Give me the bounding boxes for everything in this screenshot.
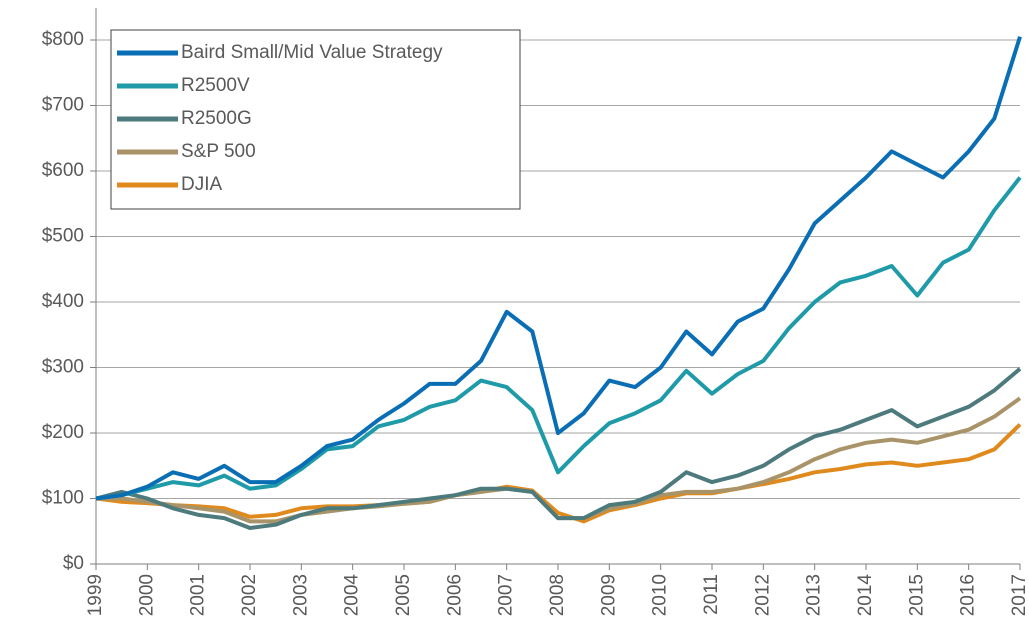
series-line <box>95 176 1022 501</box>
x-tick-label: 2015 <box>906 574 927 616</box>
legend-label: Baird Small/Mid Value Strategy <box>181 42 443 63</box>
x-tick-label: 2007 <box>496 574 517 616</box>
series-line <box>95 36 1022 501</box>
legend-box <box>110 29 521 210</box>
y-tick-label: $0 <box>63 553 84 574</box>
legend-label: R2500V <box>181 75 250 96</box>
x-tick-label: 2005 <box>393 574 414 616</box>
x-tick-label: 2004 <box>342 574 363 617</box>
y-tick-label: $600 <box>42 160 84 181</box>
x-tick-label: 2016 <box>958 574 979 616</box>
y-tick-label: $500 <box>42 226 84 247</box>
x-tick-label: 2003 <box>290 574 311 616</box>
y-tick-label: $800 <box>42 29 84 50</box>
legend-label: DJIA <box>181 174 223 195</box>
x-tick-label: 2000 <box>136 574 157 616</box>
x-tick-label: 1999 <box>85 574 106 616</box>
x-tick-label: 2014 <box>855 574 876 617</box>
y-tick-label: $300 <box>42 357 84 378</box>
y-tick-label: $100 <box>42 488 84 509</box>
x-tick-label: 2009 <box>598 574 619 616</box>
x-tick-label: 2017 <box>1009 574 1029 616</box>
x-tick-label: 2006 <box>444 574 465 616</box>
x-tick-label: 2008 <box>547 574 568 616</box>
series-line <box>95 423 1022 524</box>
y-tick-label: $400 <box>42 291 84 312</box>
x-tick-label: 2010 <box>650 574 671 616</box>
x-tick-label: 2011 <box>701 574 722 615</box>
series-line <box>96 396 1022 524</box>
y-tick-label: $200 <box>42 422 84 443</box>
series-line <box>95 367 1022 530</box>
x-tick-label: 2002 <box>239 574 260 616</box>
legend-label: S&P 500 <box>181 141 256 162</box>
x-tick-label: 2001 <box>188 574 209 616</box>
x-tick-label: 2013 <box>804 574 825 616</box>
y-tick-label: $700 <box>42 95 84 116</box>
legend-label: R2500G <box>181 108 252 129</box>
x-tick-label: 2012 <box>752 574 773 616</box>
